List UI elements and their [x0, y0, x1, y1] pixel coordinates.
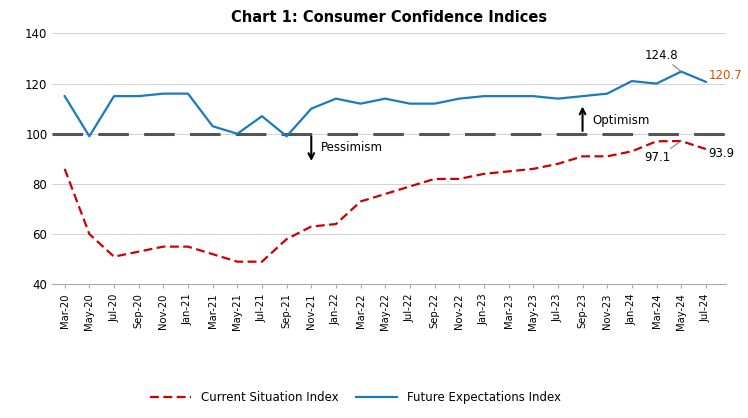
Legend: Current Situation Index, Future Expectations Index: Current Situation Index, Future Expectat…	[145, 386, 565, 409]
Text: Optimism: Optimism	[592, 114, 650, 127]
Text: Pessimism: Pessimism	[321, 141, 383, 154]
Text: 93.9: 93.9	[708, 147, 735, 160]
Title: Chart 1: Consumer Confidence Indices: Chart 1: Consumer Confidence Indices	[231, 10, 547, 25]
Text: 124.8: 124.8	[644, 49, 681, 71]
Text: 120.7: 120.7	[708, 69, 742, 82]
Text: 97.1: 97.1	[644, 141, 681, 164]
